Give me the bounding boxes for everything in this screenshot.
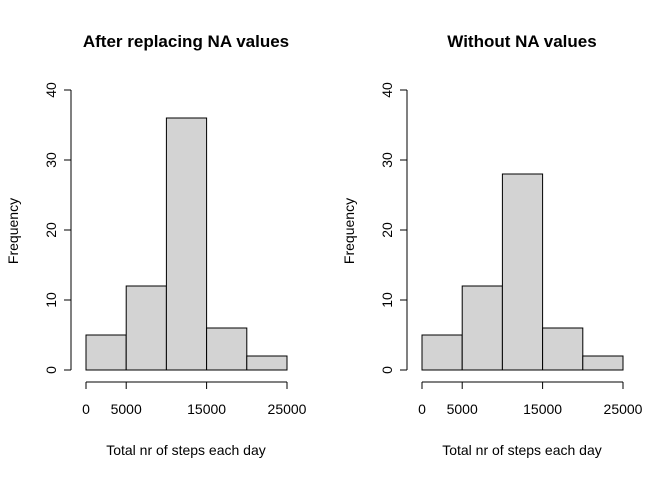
y-tick-label: 20	[43, 222, 59, 238]
y-tick-label: 30	[43, 152, 59, 168]
histogram-bar	[165, 117, 208, 371]
y-tick-label: 20	[379, 222, 395, 238]
x-tick-label: 0	[82, 401, 90, 417]
y-tick-label: 0	[43, 366, 59, 374]
y-tick-label: 40	[43, 82, 59, 98]
x-axis: 0 5000 15000 25000	[82, 381, 307, 417]
histogram-bar	[421, 334, 463, 371]
histogram-bar	[85, 334, 127, 371]
x-tick-label: 0	[418, 401, 426, 417]
chart-title: After replacing NA values	[83, 32, 289, 51]
y-tick-label: 10	[43, 292, 59, 308]
y-tick-label: 0	[379, 366, 395, 374]
x-axis: 0 5000 15000 25000	[418, 381, 643, 417]
histogram-bar	[461, 285, 503, 371]
y-axis-label: Frequency	[341, 198, 357, 264]
chart-title: Without NA values	[447, 32, 596, 51]
y-axis-label: Frequency	[5, 198, 21, 264]
histogram-bar	[542, 327, 584, 371]
y-tick-label: 30	[379, 152, 395, 168]
histogram-panel-without-na: Without NA values Frequency Total nr of …	[341, 32, 643, 458]
histogram-bar	[125, 285, 167, 371]
histogram-bar	[501, 173, 544, 371]
histogram-panel-after-replacing: After replacing NA values Frequency Tota…	[5, 32, 307, 458]
y-axis: 0 10 20 30 40	[43, 82, 72, 374]
x-axis-label: Total nr of steps each day	[442, 442, 602, 458]
y-tick-label: 10	[379, 292, 395, 308]
x-tick-label: 5000	[111, 401, 142, 417]
x-tick-label: 15000	[523, 401, 562, 417]
x-tick-label: 5000	[447, 401, 478, 417]
x-tick-label: 15000	[187, 401, 226, 417]
y-axis: 0 10 20 30 40	[379, 82, 408, 374]
y-tick-label: 40	[379, 82, 395, 98]
x-tick-label: 25000	[604, 401, 643, 417]
histogram-bar	[246, 355, 288, 371]
x-tick-label: 25000	[268, 401, 307, 417]
x-axis-label: Total nr of steps each day	[106, 442, 266, 458]
histogram-bar	[582, 355, 624, 371]
histogram-bar	[206, 327, 248, 371]
